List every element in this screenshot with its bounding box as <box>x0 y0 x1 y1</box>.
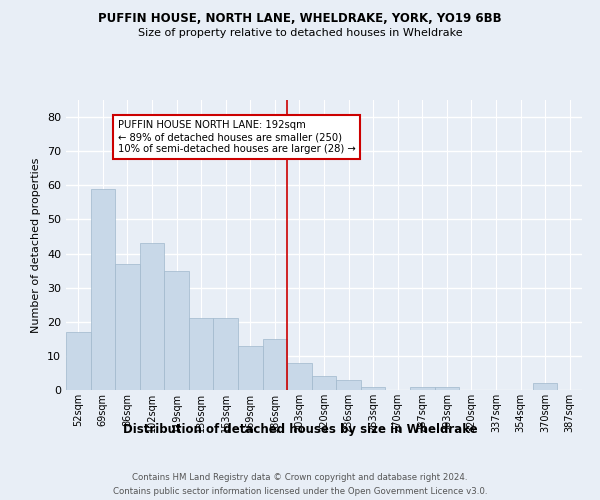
Bar <box>189 318 214 390</box>
Bar <box>533 383 557 390</box>
Bar <box>410 386 434 390</box>
Bar <box>140 244 164 390</box>
Text: Contains public sector information licensed under the Open Government Licence v3: Contains public sector information licen… <box>113 488 487 496</box>
Bar <box>115 264 140 390</box>
Bar <box>164 270 189 390</box>
Bar <box>312 376 336 390</box>
Bar <box>336 380 361 390</box>
Text: Distribution of detached houses by size in Wheldrake: Distribution of detached houses by size … <box>122 422 478 436</box>
Bar <box>214 318 238 390</box>
Bar <box>287 362 312 390</box>
Text: Contains HM Land Registry data © Crown copyright and database right 2024.: Contains HM Land Registry data © Crown c… <box>132 472 468 482</box>
Bar <box>238 346 263 390</box>
Text: PUFFIN HOUSE NORTH LANE: 192sqm
← 89% of detached houses are smaller (250)
10% o: PUFFIN HOUSE NORTH LANE: 192sqm ← 89% of… <box>118 120 355 154</box>
Bar <box>263 339 287 390</box>
Bar <box>434 386 459 390</box>
Text: Size of property relative to detached houses in Wheldrake: Size of property relative to detached ho… <box>137 28 463 38</box>
Y-axis label: Number of detached properties: Number of detached properties <box>31 158 41 332</box>
Bar <box>361 386 385 390</box>
Bar <box>66 332 91 390</box>
Text: PUFFIN HOUSE, NORTH LANE, WHELDRAKE, YORK, YO19 6BB: PUFFIN HOUSE, NORTH LANE, WHELDRAKE, YOR… <box>98 12 502 26</box>
Bar <box>91 188 115 390</box>
